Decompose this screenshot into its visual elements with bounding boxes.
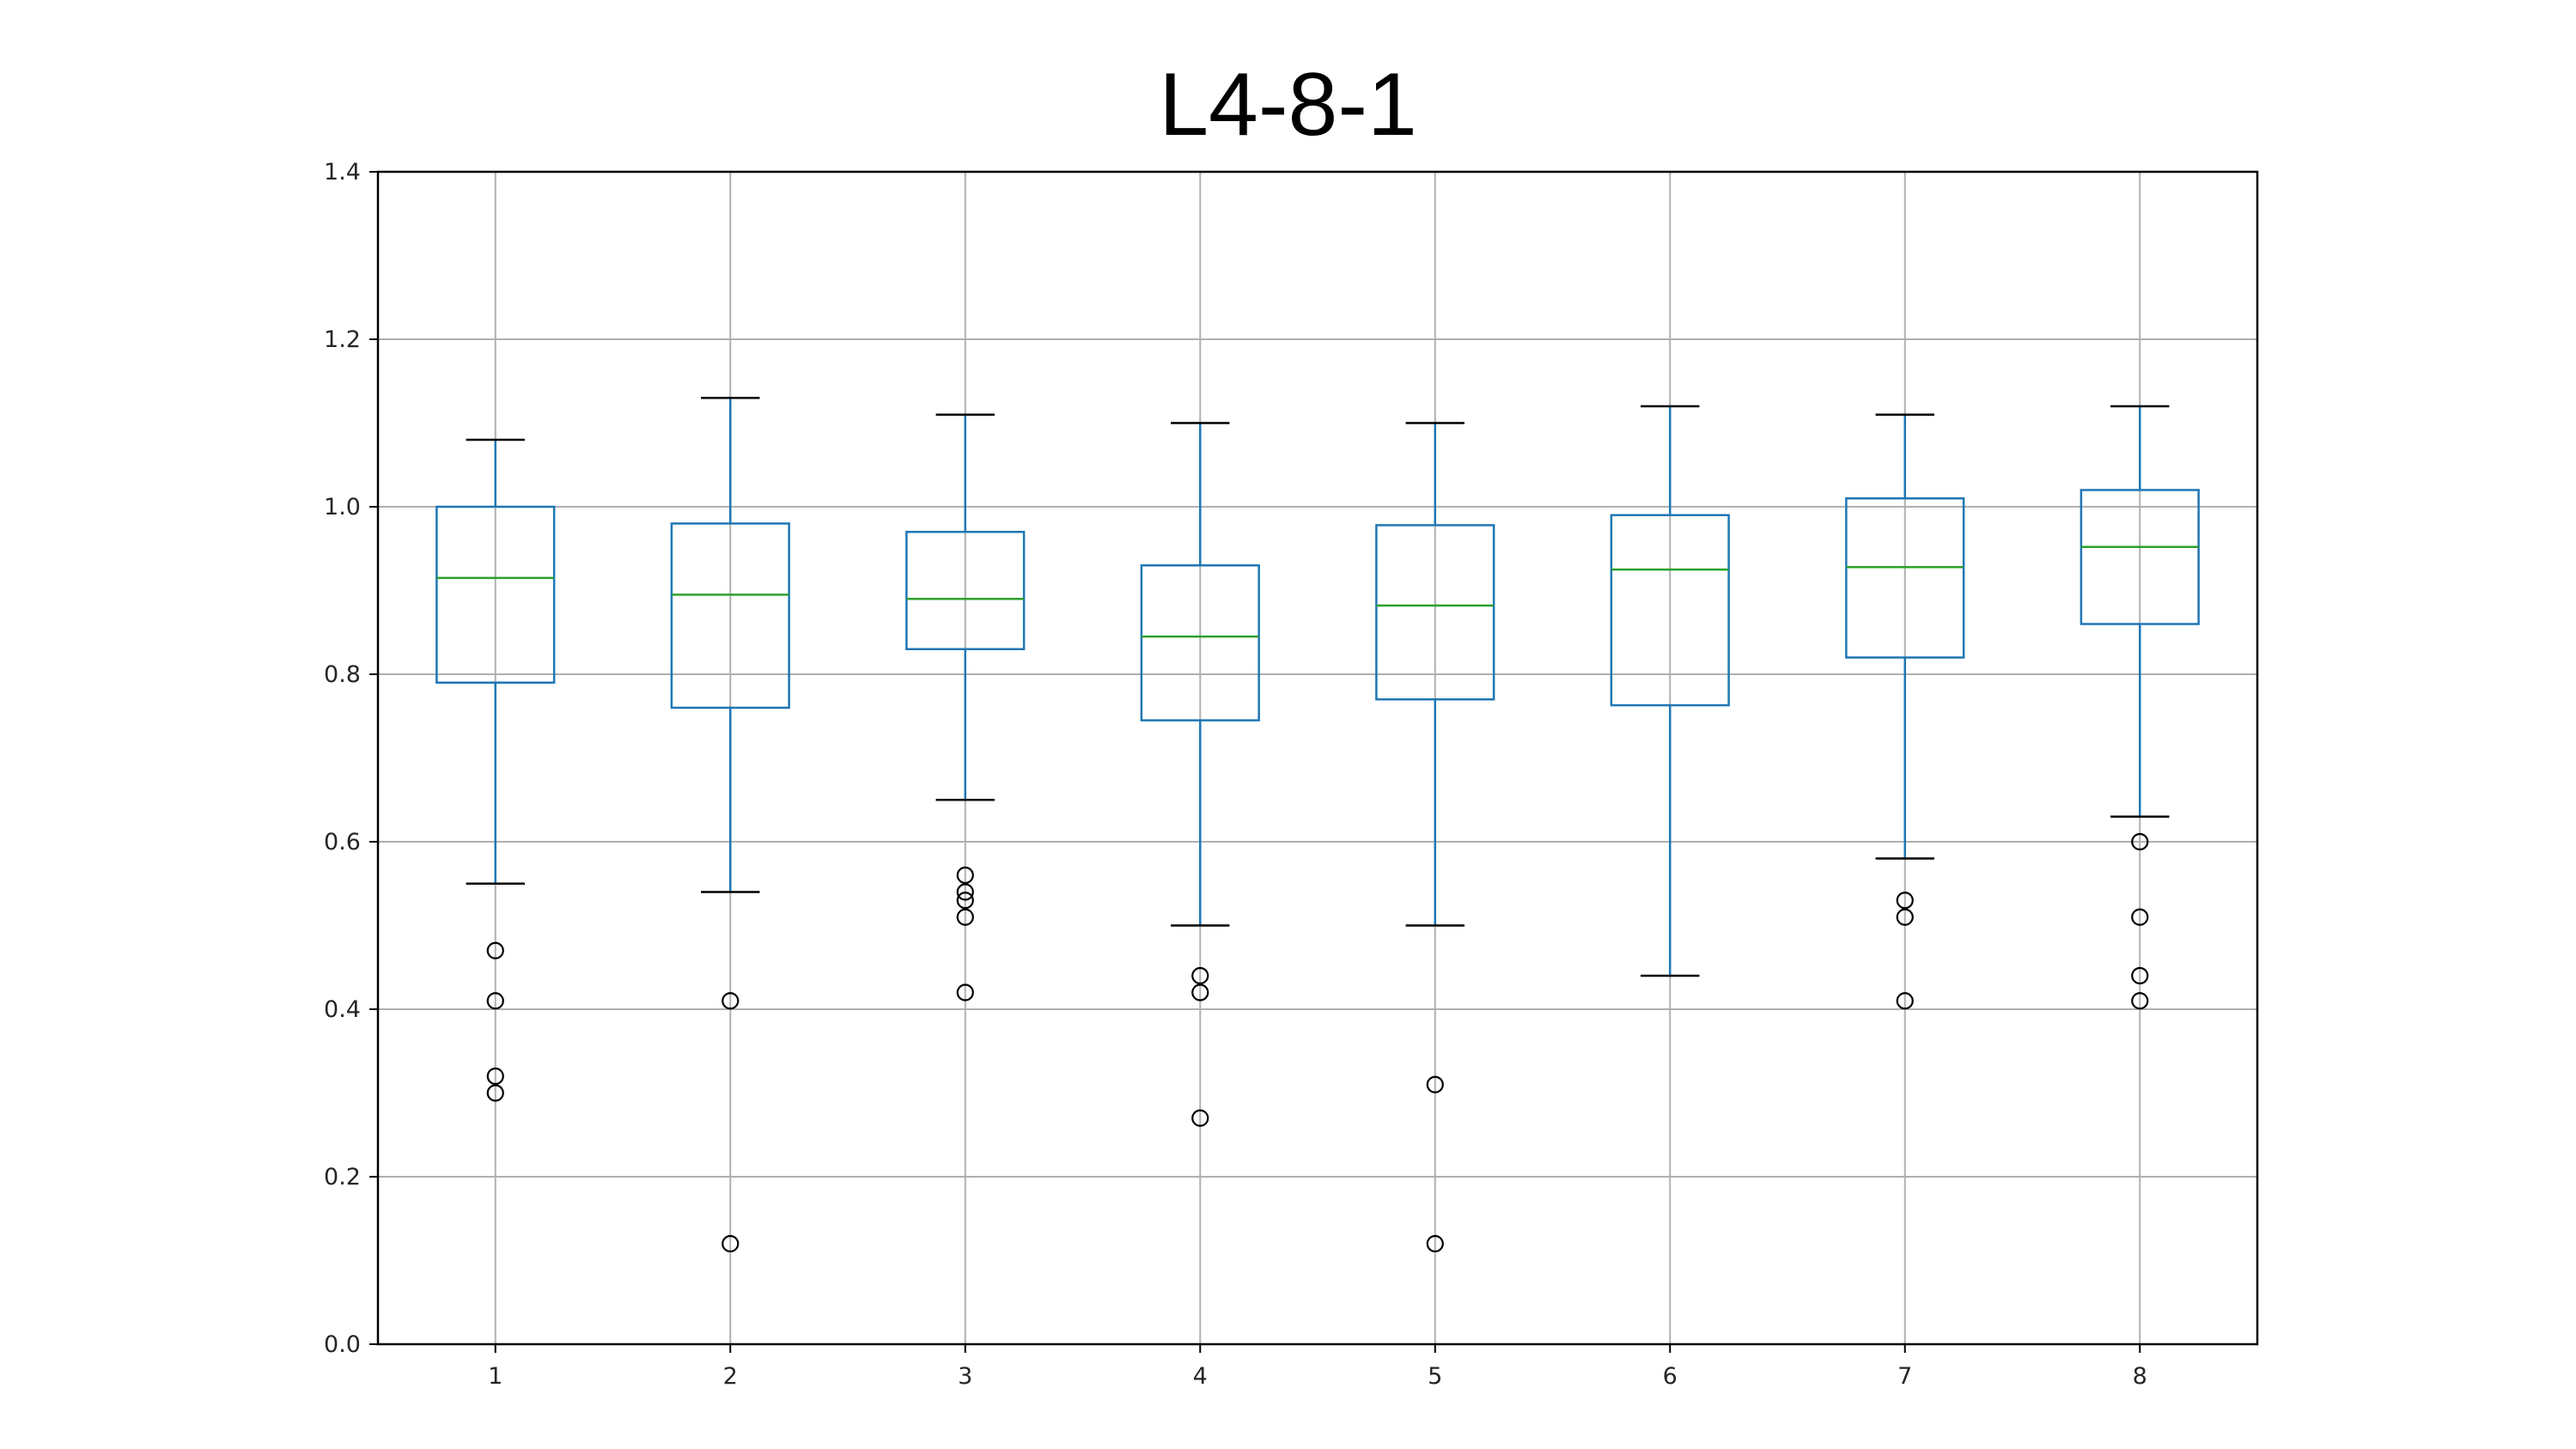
outlier-point bbox=[956, 892, 974, 910]
outlier-point bbox=[486, 941, 504, 959]
boxes bbox=[435, 397, 2200, 1253]
y-tick-label: 0.8 bbox=[324, 661, 361, 688]
y-tick-label: 1.2 bbox=[324, 326, 361, 353]
y-tick-label: 0.0 bbox=[324, 1331, 361, 1358]
iqr-box bbox=[905, 531, 1026, 650]
outlier-point bbox=[1191, 1109, 1209, 1127]
x-tick-label: 5 bbox=[1428, 1363, 1442, 1390]
iqr-box bbox=[670, 522, 790, 709]
plot-frame bbox=[376, 170, 2259, 1346]
outlier-point bbox=[1426, 1075, 1444, 1093]
box-7 bbox=[1845, 413, 1965, 1010]
y-tick-label: 1.4 bbox=[324, 159, 361, 186]
iqr-box bbox=[1845, 497, 1965, 659]
outlier-point bbox=[486, 992, 504, 1010]
y-tick-label: 0.6 bbox=[324, 829, 361, 855]
iqr-box bbox=[1375, 524, 1495, 701]
box-5 bbox=[1375, 422, 1495, 1253]
iqr-box bbox=[1140, 564, 1260, 721]
box-8 bbox=[2080, 405, 2200, 1010]
outlier-point bbox=[956, 866, 974, 885]
box-4 bbox=[1140, 422, 1260, 1127]
y-tick-label: 0.4 bbox=[324, 996, 361, 1023]
outlier-point bbox=[486, 1084, 504, 1102]
iqr-box bbox=[435, 505, 556, 684]
outlier-point bbox=[722, 992, 740, 1010]
x-tick-label: 6 bbox=[1663, 1363, 1678, 1390]
grid-lines bbox=[378, 171, 2257, 1345]
x-tick-label: 4 bbox=[1193, 1363, 1208, 1390]
y-tick-label: 1.0 bbox=[324, 494, 361, 521]
box-1 bbox=[435, 438, 556, 1102]
iqr-box bbox=[1610, 514, 1730, 707]
box-3 bbox=[905, 413, 1026, 1002]
x-tick-label: 1 bbox=[488, 1363, 502, 1390]
x-tick-label: 8 bbox=[2133, 1363, 2147, 1390]
x-tick-label: 2 bbox=[723, 1363, 738, 1390]
outlier-point bbox=[2131, 832, 2149, 851]
axes: 0.0 0.2 0.4 0.6 0.8 1.0 1.2 1.4 1 2 3 4 5 6 7 8 bbox=[324, 159, 2147, 1390]
iqr-box bbox=[2080, 489, 2200, 625]
outlier-point bbox=[1191, 983, 1209, 1002]
outlier-point bbox=[1426, 1234, 1444, 1253]
y-tick-label: 0.2 bbox=[324, 1164, 361, 1190]
outlier-point bbox=[2131, 908, 2149, 926]
box-2 bbox=[670, 397, 790, 1253]
outlier-point bbox=[1896, 992, 1914, 1010]
outlier-point bbox=[956, 908, 974, 926]
outlier-point bbox=[956, 883, 974, 901]
outlier-point bbox=[722, 1234, 740, 1253]
outlier-point bbox=[1896, 908, 1914, 926]
outlier-point bbox=[956, 983, 974, 1002]
outlier-point bbox=[486, 1067, 504, 1086]
x-tick-label: 7 bbox=[1897, 1363, 1912, 1390]
chart-title: L4-8-1 bbox=[1159, 55, 1417, 155]
outlier-point bbox=[1191, 966, 1209, 985]
outlier-point bbox=[2131, 966, 2149, 985]
x-tick-label: 3 bbox=[958, 1363, 972, 1390]
outlier-point bbox=[1896, 892, 1914, 910]
outlier-point bbox=[2131, 992, 2149, 1010]
box-6 bbox=[1610, 405, 1730, 977]
